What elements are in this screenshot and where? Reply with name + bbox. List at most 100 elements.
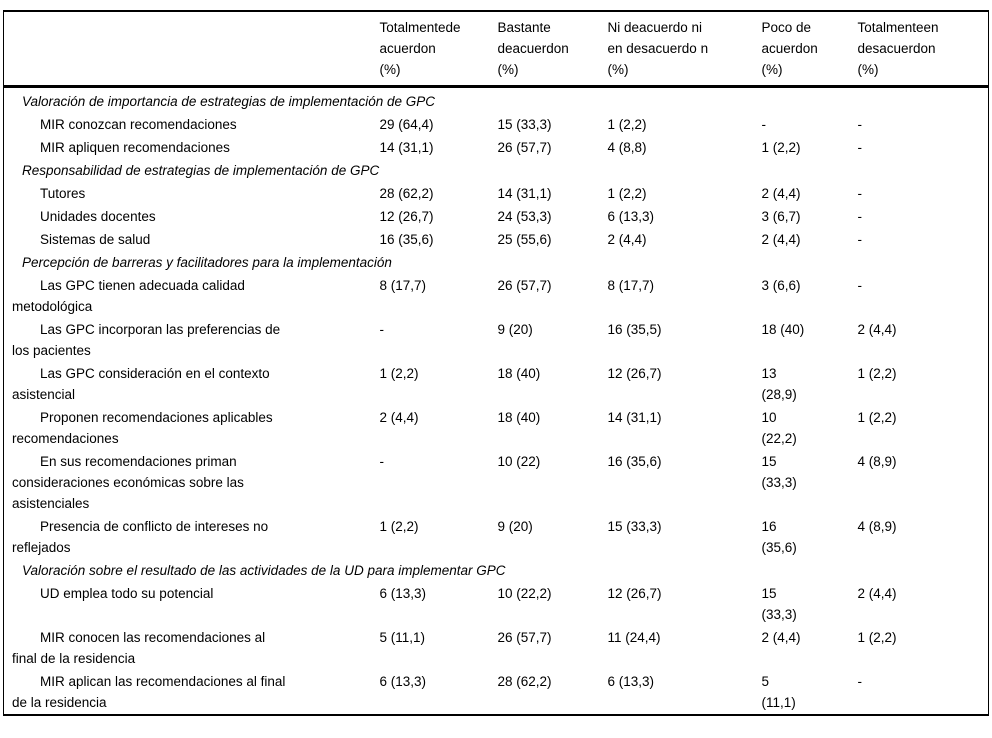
cell-value: 1 (2,2) xyxy=(607,117,647,132)
row-label: Presencia de conflicto de intereses no r… xyxy=(12,519,269,555)
row-label: Tutores xyxy=(40,186,86,201)
cell-value: 12 (26,7) xyxy=(607,586,662,601)
cell-value: 10 (22) xyxy=(497,454,541,469)
cell-value: 15 (33,3) xyxy=(497,117,552,132)
section-row: Responsabilidad de estrategias de implem… xyxy=(4,159,989,182)
cell-value: 16 (35,6) xyxy=(607,454,662,469)
cell-value: 2 (4,4) xyxy=(761,630,801,645)
cell-value: 4 (8,9) xyxy=(857,454,897,469)
row-label: En sus recomendaciones priman considerac… xyxy=(12,454,244,511)
cell-value: - xyxy=(379,322,385,337)
cell-value: 10 (22,2) xyxy=(761,410,797,446)
cell-value: 1 (2,2) xyxy=(857,366,897,381)
cell-value: 26 (57,7) xyxy=(497,278,552,293)
table-body: Valoración de importancia de estrategias… xyxy=(4,87,989,716)
cell-value: 15 (33,3) xyxy=(607,519,662,534)
cell-value: 14 (31,1) xyxy=(379,140,434,155)
row-label: Unidades docentes xyxy=(40,209,156,224)
table-row: Las GPC tienen adecuada calidad metodoló… xyxy=(4,274,989,318)
cell-value: 16 (35,6) xyxy=(761,519,797,555)
table-row: MIR aplican las recomendaciones al final… xyxy=(4,670,989,715)
section-title: Valoración de importancia de estrategias… xyxy=(22,94,435,109)
cell-value: 2 (4,4) xyxy=(607,232,647,247)
table-row: MIR conozcan recomendaciones 29 (64,4) 15 … xyxy=(4,113,989,136)
section-title: Responsabilidad de estrategias de implem… xyxy=(22,163,380,178)
column-header-totalmente-acuerdo: Totalmentede acuerdon (%) xyxy=(376,11,495,88)
cell-value: 25 (55,6) xyxy=(497,232,552,247)
row-label: MIR conocen las recomendaciones al final… xyxy=(12,630,266,666)
table-row: MIR apliquen recomendaciones 14 (31,1) 26 … xyxy=(4,136,989,159)
table-row: UD emplea todo su potencial 6 (13,3) 10 (2… xyxy=(4,582,989,626)
cell-value: 9 (20) xyxy=(497,322,533,337)
table-row: Presencia de conflicto de intereses no r… xyxy=(4,515,989,559)
cell-value: 28 (62,2) xyxy=(379,186,434,201)
table-row: Sistemas de salud 16 (35,6) 25 (55,6) 2 (4,… xyxy=(4,228,989,251)
table-row: MIR conocen las recomendaciones al final… xyxy=(4,626,989,670)
cell-value: 3 (6,6) xyxy=(761,278,801,293)
cell-value: 1 (2,2) xyxy=(379,519,419,534)
cell-value: 6 (13,3) xyxy=(379,586,427,601)
row-label: UD emplea todo su potencial xyxy=(40,586,214,601)
cell-value: 6 (13,3) xyxy=(379,674,427,689)
cell-value: 3 (6,7) xyxy=(761,209,801,224)
row-label: Proponen recomendaciones aplicables reco… xyxy=(12,410,273,446)
cell-value: 28 (62,2) xyxy=(497,674,552,689)
section-title: Percepción de barreras y facilitadores p… xyxy=(22,255,392,270)
row-label: MIR conozcan recomendaciones xyxy=(40,117,237,132)
cell-value: - xyxy=(761,117,767,132)
cell-value: 15 (33,3) xyxy=(761,454,797,490)
cell-value: 4 (8,9) xyxy=(857,519,897,534)
cell-value: 6 (13,3) xyxy=(607,674,655,689)
cell-value: 18 (40) xyxy=(761,322,805,337)
cell-value: 12 (26,7) xyxy=(607,366,662,381)
table-row: Las GPC incorporan las preferencias de l… xyxy=(4,318,989,362)
section-row: Percepción de barreras y facilitadores p… xyxy=(4,251,989,274)
cell-value: - xyxy=(857,209,863,224)
survey-results-table: Totalmentede acuerdon (%) Bastante deacu… xyxy=(3,10,989,716)
cell-value: 18 (40) xyxy=(497,366,541,381)
table-row: Proponen recomendaciones aplicables reco… xyxy=(4,406,989,450)
cell-value: 29 (64,4) xyxy=(379,117,434,132)
cell-value: - xyxy=(857,117,863,132)
cell-value: 2 (4,4) xyxy=(857,322,897,337)
cell-value: 1 (2,2) xyxy=(761,140,801,155)
cell-value: 18 (40) xyxy=(497,410,541,425)
cell-value: - xyxy=(857,674,863,689)
row-label: MIR apliquen recomendaciones xyxy=(40,140,230,155)
cell-value: 10 (22,2) xyxy=(497,586,552,601)
cell-value: 2 (4,4) xyxy=(761,186,801,201)
cell-value: - xyxy=(857,140,863,155)
row-label-column-header xyxy=(3,11,377,88)
cell-value: 26 (57,7) xyxy=(497,630,552,645)
row-label: MIR aplican las recomendaciones al final… xyxy=(12,674,286,710)
cell-value: 1 (2,2) xyxy=(379,366,419,381)
table-row: En sus recomendaciones priman considerac… xyxy=(4,450,989,515)
cell-value: - xyxy=(857,278,863,293)
section-title: Valoración sobre el resultado de las act… xyxy=(22,563,506,578)
cell-value: 16 (35,6) xyxy=(379,232,434,247)
cell-value: 24 (53,3) xyxy=(497,209,552,224)
cell-value: 11 (24,4) xyxy=(607,630,661,645)
cell-value: 9 (20) xyxy=(497,519,533,534)
cell-value: - xyxy=(857,232,863,247)
table-row: Las GPC consideración en el contexto asi… xyxy=(4,362,989,406)
row-label: Las GPC tienen adecuada calidad metodoló… xyxy=(12,278,245,314)
cell-value: 15 (33,3) xyxy=(761,586,797,622)
column-header-totalmente-desacuerdo: Totalmenteen desacuerdon (%) xyxy=(854,11,989,88)
row-label: Las GPC incorporan las preferencias de l… xyxy=(12,322,281,358)
cell-value: 5 (11,1) xyxy=(761,674,796,710)
header-row: Totalmentede acuerdon (%) Bastante deacu… xyxy=(3,11,989,88)
row-label: Sistemas de salud xyxy=(40,232,151,247)
section-row: Valoración sobre el resultado de las act… xyxy=(4,559,989,582)
column-header-poco-acuerdo: Poco de acuerdon (%) xyxy=(758,11,855,88)
cell-value: 26 (57,7) xyxy=(497,140,552,155)
cell-value: 1 (2,2) xyxy=(857,630,897,645)
cell-value: 4 (8,8) xyxy=(607,140,647,155)
cell-value: 14 (31,1) xyxy=(607,410,662,425)
cell-value: - xyxy=(857,186,863,201)
cell-value: 13 (28,9) xyxy=(761,366,797,402)
cell-value: 1 (2,2) xyxy=(857,410,897,425)
cell-value: 2 (4,4) xyxy=(761,232,801,247)
cell-value: 2 (4,4) xyxy=(857,586,897,601)
cell-value: 12 (26,7) xyxy=(379,209,434,224)
